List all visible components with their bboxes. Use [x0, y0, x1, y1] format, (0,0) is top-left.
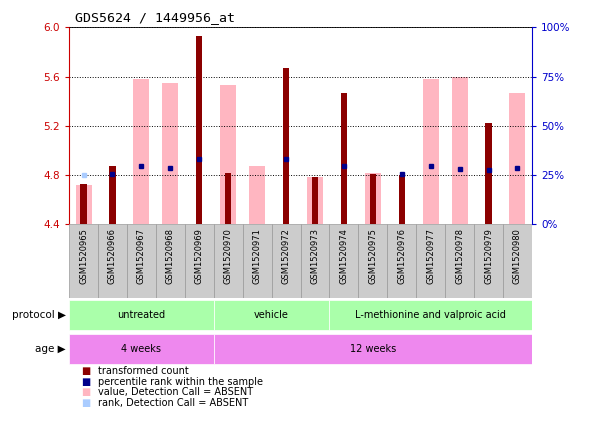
Bar: [387, 224, 416, 298]
Text: ■: ■: [81, 366, 90, 376]
Text: GSM1520978: GSM1520978: [455, 228, 464, 284]
Bar: [69, 300, 214, 330]
Text: protocol ▶: protocol ▶: [12, 310, 66, 320]
Bar: [109, 166, 115, 224]
Bar: [185, 224, 214, 298]
Text: ■: ■: [81, 398, 90, 408]
Text: value, Detection Call = ABSENT: value, Detection Call = ABSENT: [98, 387, 253, 397]
Text: GSM1520977: GSM1520977: [426, 228, 435, 284]
Bar: [127, 224, 156, 298]
Bar: [156, 224, 185, 298]
Bar: [307, 178, 323, 224]
Bar: [510, 93, 525, 224]
Bar: [283, 68, 289, 224]
Bar: [69, 224, 98, 298]
Bar: [329, 224, 358, 298]
Bar: [81, 184, 87, 224]
Text: 4 weeks: 4 weeks: [121, 344, 162, 354]
Bar: [272, 224, 300, 298]
Bar: [365, 173, 381, 224]
Text: vehicle: vehicle: [254, 310, 289, 320]
Text: GSM1520972: GSM1520972: [281, 228, 290, 284]
Bar: [225, 173, 231, 224]
Text: GDS5624 / 1449956_at: GDS5624 / 1449956_at: [75, 11, 235, 24]
Bar: [214, 300, 329, 330]
Bar: [451, 77, 468, 224]
Bar: [133, 79, 150, 224]
Bar: [214, 334, 532, 364]
Bar: [220, 85, 236, 224]
Text: GSM1520979: GSM1520979: [484, 228, 493, 284]
Bar: [341, 93, 347, 224]
Bar: [69, 334, 214, 364]
Bar: [416, 224, 445, 298]
Bar: [196, 36, 203, 224]
Text: percentile rank within the sample: percentile rank within the sample: [98, 376, 263, 387]
Text: GSM1520970: GSM1520970: [224, 228, 233, 284]
Bar: [423, 79, 439, 224]
Text: GSM1520971: GSM1520971: [252, 228, 261, 284]
Text: untreated: untreated: [117, 310, 165, 320]
Text: GSM1520969: GSM1520969: [195, 228, 204, 284]
Bar: [486, 124, 492, 224]
Bar: [503, 224, 532, 298]
Text: GSM1520967: GSM1520967: [137, 228, 146, 284]
Bar: [98, 224, 127, 298]
Bar: [249, 166, 265, 224]
Bar: [445, 224, 474, 298]
Text: rank, Detection Call = ABSENT: rank, Detection Call = ABSENT: [98, 398, 248, 408]
Bar: [474, 224, 503, 298]
Bar: [76, 185, 91, 224]
Text: GSM1520980: GSM1520980: [513, 228, 522, 284]
Text: GSM1520974: GSM1520974: [340, 228, 349, 284]
Text: 12 weeks: 12 weeks: [350, 344, 396, 354]
Text: ■: ■: [81, 376, 90, 387]
Bar: [398, 175, 405, 224]
Bar: [162, 83, 178, 224]
Text: L-methionine and valproic acid: L-methionine and valproic acid: [355, 310, 506, 320]
Bar: [214, 224, 243, 298]
Bar: [329, 300, 532, 330]
Text: GSM1520965: GSM1520965: [79, 228, 88, 284]
Text: GSM1520975: GSM1520975: [368, 228, 377, 284]
Bar: [358, 224, 387, 298]
Text: GSM1520968: GSM1520968: [166, 228, 175, 284]
Text: age ▶: age ▶: [35, 344, 66, 354]
Text: GSM1520976: GSM1520976: [397, 228, 406, 284]
Text: ■: ■: [81, 387, 90, 397]
Bar: [312, 178, 318, 224]
Bar: [243, 224, 272, 298]
Text: GSM1520966: GSM1520966: [108, 228, 117, 284]
Bar: [370, 174, 376, 224]
Bar: [300, 224, 329, 298]
Text: transformed count: transformed count: [98, 366, 189, 376]
Text: GSM1520973: GSM1520973: [311, 228, 320, 284]
